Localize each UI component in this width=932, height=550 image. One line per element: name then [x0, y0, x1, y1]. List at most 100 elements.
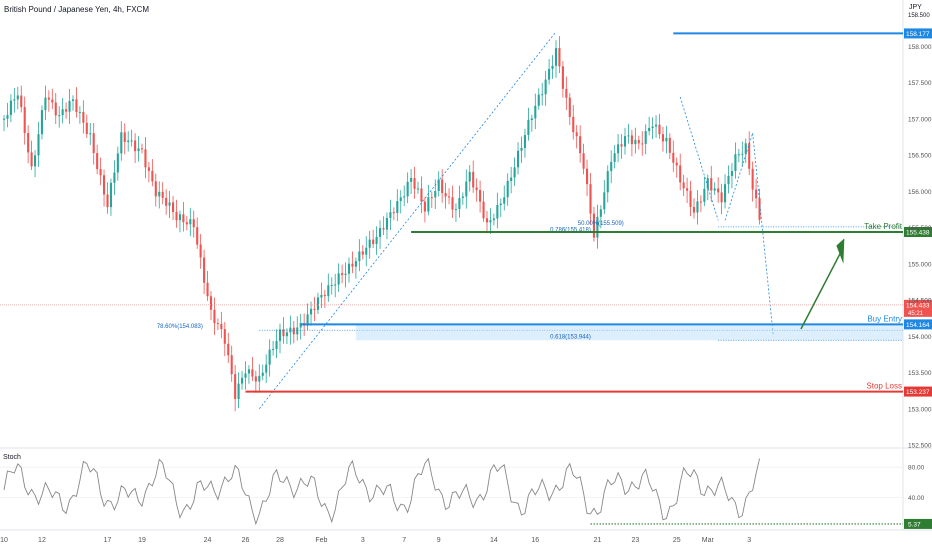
candle-body	[227, 343, 230, 356]
candle-body	[554, 48, 558, 66]
candle-body	[627, 135, 630, 137]
candle-body	[209, 296, 213, 310]
candle-body	[213, 309, 216, 324]
candle-body	[379, 228, 382, 237]
candle-body	[151, 170, 154, 182]
candle-body	[572, 116, 575, 133]
time-tick-label: Feb	[315, 537, 327, 544]
candle-body	[706, 178, 709, 189]
candle-body	[178, 214, 181, 221]
candle-body	[406, 181, 409, 197]
candle-body	[534, 105, 537, 119]
top-price-label: 158.500	[908, 13, 930, 19]
candle-body	[523, 135, 526, 148]
candle-body	[313, 308, 316, 310]
candle-body	[758, 198, 761, 220]
candle-body	[134, 140, 137, 152]
candle-body	[175, 211, 178, 221]
candle-body	[458, 197, 461, 210]
candle-body	[730, 171, 733, 176]
price-tick-label: 157.500	[908, 80, 932, 87]
candle-body	[282, 329, 285, 337]
candle-body	[68, 100, 71, 112]
candle-body	[161, 191, 164, 198]
stoch-layer: 80.00 40.00 5.37	[0, 457, 932, 529]
candle-body	[96, 153, 99, 170]
candle-body	[565, 88, 568, 98]
candle-body	[310, 308, 313, 315]
candle-body	[16, 95, 19, 100]
candle-body	[37, 134, 40, 156]
candle-body	[492, 218, 495, 221]
candle-body	[668, 137, 671, 153]
candle-body	[365, 247, 368, 255]
candle-body	[499, 203, 502, 206]
candle-body	[724, 184, 727, 203]
candle-body	[748, 143, 751, 169]
candle-body	[78, 111, 81, 113]
candle-body	[237, 383, 240, 399]
candle-body	[510, 177, 513, 181]
buy-entry-zone	[355, 324, 903, 341]
candle-body	[6, 115, 9, 119]
candle-body	[713, 188, 716, 191]
candle-body	[634, 139, 637, 145]
candle-body	[720, 192, 723, 203]
candle-body	[144, 149, 147, 168]
candle-body	[420, 188, 423, 202]
candle-body	[71, 99, 75, 101]
candle-body	[623, 136, 627, 147]
time-tick-label: 19	[138, 537, 146, 544]
candle-body	[710, 178, 713, 191]
time-tick-label: 17	[104, 537, 112, 544]
candle-body	[568, 97, 571, 117]
candle-body	[396, 201, 399, 213]
candle-body	[527, 120, 530, 136]
candle-body	[586, 168, 589, 185]
price-tick-label: 156.500	[908, 153, 932, 160]
candle-body	[203, 257, 206, 283]
candle-body	[320, 294, 323, 298]
candle-body	[630, 135, 633, 145]
candle-body	[368, 239, 371, 248]
candle-body	[196, 227, 199, 245]
time-tick-label: 25	[673, 537, 681, 544]
candle-body	[741, 153, 744, 155]
candle-body	[641, 143, 644, 145]
candle-body	[579, 136, 582, 154]
candle-body	[675, 162, 678, 166]
candle-body	[699, 201, 702, 203]
candle-body	[637, 139, 640, 144]
candle-body	[489, 220, 492, 223]
candle-body	[106, 194, 109, 208]
candle-body	[430, 197, 433, 199]
candle-body	[485, 218, 489, 223]
time-tick-label: 28	[276, 537, 284, 544]
candle-body	[679, 165, 682, 183]
time-tick-label: 12	[38, 537, 46, 544]
candle-body	[323, 294, 326, 297]
candle-body	[241, 377, 244, 384]
time-tick-label: 3	[361, 537, 365, 544]
candle-body	[441, 179, 444, 194]
candle-body	[423, 201, 426, 212]
candle-body	[341, 273, 344, 276]
level-price-label: 153.237	[906, 389, 930, 396]
candle-body	[551, 65, 554, 69]
candle-body	[606, 171, 609, 193]
candle-body	[289, 327, 292, 333]
candle-body	[503, 197, 506, 204]
candle-body	[292, 327, 295, 335]
axes-layer: 158.000 157.500 157.000 156.500 156.000 155.5…	[0, 44, 932, 544]
level-price-label: 158.177	[906, 31, 930, 38]
candle-body	[20, 95, 23, 108]
chart-title: British Pound / Japanese Yen, 4h, FXCM	[4, 5, 149, 14]
candle-body	[603, 192, 606, 210]
candle-body	[575, 132, 578, 137]
candle-body	[9, 100, 12, 116]
candle-body	[513, 167, 516, 178]
candle-body	[89, 133, 92, 135]
candle-body	[154, 181, 157, 197]
candle-body	[479, 190, 482, 202]
